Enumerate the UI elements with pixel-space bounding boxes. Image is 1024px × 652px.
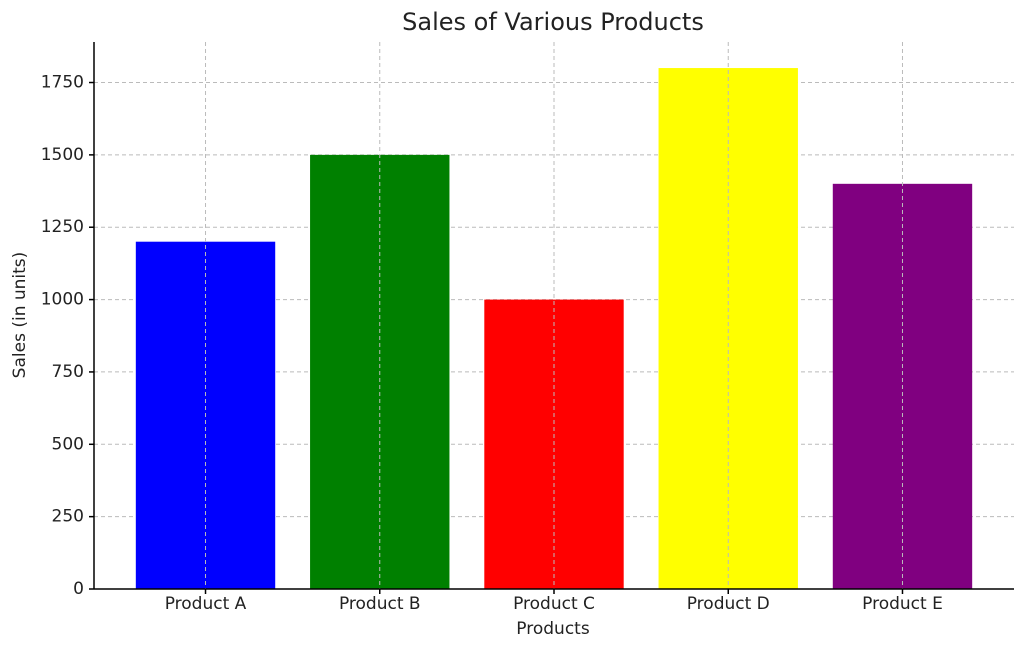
chart-title: Sales of Various Products xyxy=(402,8,704,36)
y-tick-label: 500 xyxy=(52,434,84,454)
y-tick-label: 1750 xyxy=(41,73,84,93)
y-tick-label: 1000 xyxy=(41,290,84,310)
y-tick-label: 0 xyxy=(73,579,84,599)
y-tick-label: 1250 xyxy=(41,217,84,237)
y-axis-label: Sales (in units) xyxy=(10,252,30,379)
bar xyxy=(658,68,798,590)
x-tick-label: Product E xyxy=(862,594,943,614)
x-tick-label: Product B xyxy=(339,594,421,614)
y-tick-label: 250 xyxy=(52,507,84,527)
y-tick-label: 750 xyxy=(52,362,84,382)
x-tick-label: Product A xyxy=(165,594,247,614)
x-tick-label: Product D xyxy=(687,594,770,614)
y-tick-label: 1500 xyxy=(41,145,84,165)
x-tick-label: Product C xyxy=(513,594,595,614)
x-axis-label: Products xyxy=(516,619,590,639)
